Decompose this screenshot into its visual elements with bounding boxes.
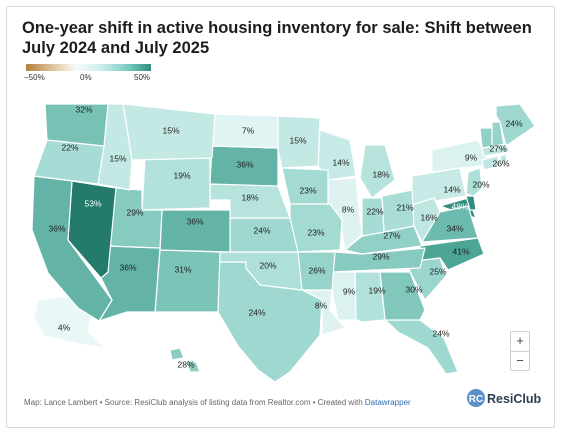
state-label-nv: 53% [84,198,101,208]
state-ri[interactable] [499,153,508,165]
state-de[interactable] [465,195,477,211]
state-label-nc: 41% [452,246,469,256]
legend-mid-label: 0% [80,73,92,82]
state-label-fl: 24% [432,328,449,338]
state-label-mt: 15% [162,125,179,135]
legend-min-label: −50% [24,73,45,82]
state-wy[interactable] [141,157,211,211]
state-label-pa: 14% [443,184,460,194]
state-va[interactable] [421,205,479,243]
state-ny[interactable] [431,139,491,173]
state-label-il: 8% [342,204,355,214]
state-ma[interactable] [481,143,511,157]
state-label-ny: 9% [465,152,478,162]
resiclub-logo-mark: RC [469,394,483,405]
state-label-sc: 25% [429,266,446,276]
state-label-vt: 27% [489,143,506,153]
state-label-hi: 28% [177,359,194,369]
legend-gradient [26,64,151,71]
state-label-nh: 26% [492,158,509,168]
state-shapes [31,103,536,383]
state-nm[interactable] [154,249,221,313]
map-title: One-year shift in active housing invento… [22,19,532,57]
datawrapper-link[interactable]: Datawrapper [364,398,411,407]
state-label-wa: 32% [75,104,92,114]
state-wa[interactable] [44,103,109,147]
state-label-ut: 29% [126,207,143,217]
state-label-tx: 24% [248,307,265,317]
state-label-md: 48% [451,201,468,211]
legend-max-label: 50% [134,73,151,82]
state-label-ga: 30% [405,284,422,294]
state-label-co: 36% [186,216,203,226]
state-label-wi: 14% [332,157,349,167]
footer-text: Map: Lance Lambert • Source: ResiClub an… [24,398,365,407]
state-ia[interactable] [281,167,329,205]
state-label-mi: 18% [372,169,389,179]
state-label-nj: 20% [472,179,489,189]
state-ct[interactable] [481,155,501,171]
state-label-la: 8% [315,300,328,310]
state-hi[interactable] [169,347,201,373]
state-labels: 32% 22% 36% 53% 15% 15% 19% 29% 36% 36% 31% 7% 36% 18… [48,104,522,369]
state-label-or: 22% [61,142,78,152]
state-label-tn: 29% [372,251,389,261]
state-label-ak: 4% [58,322,71,332]
color-legend: −50% 0% 50% [24,62,151,84]
state-label-al: 19% [368,285,385,295]
state-in[interactable] [361,197,385,237]
state-label-nm: 31% [174,264,191,274]
state-fl[interactable] [384,319,459,375]
state-label-id: 15% [109,153,126,163]
state-label-ky: 27% [383,230,400,240]
state-label-oh: 21% [396,202,413,212]
state-ok[interactable] [219,251,303,291]
zoom-in-button[interactable]: + [516,333,524,348]
zoom-controls: + − [510,331,530,371]
resiclub-brand: RC ResiClub [466,387,546,411]
state-label-ca: 36% [48,223,65,233]
state-label-mn: 15% [289,135,306,145]
state-label-ar: 26% [308,265,325,275]
state-label-ms: 9% [343,286,356,296]
state-label-in: 22% [366,206,383,216]
footer-credits: Map: Lance Lambert • Source: ResiClub an… [24,398,411,407]
resiclub-name: ResiClub [487,392,542,406]
state-mi[interactable] [359,144,396,199]
state-label-ks: 24% [253,225,270,235]
state-al[interactable] [354,271,386,323]
state-label-va: 34% [446,223,463,233]
state-label-mo: 23% [307,227,324,237]
state-label-sd: 36% [236,159,253,169]
state-ca[interactable] [31,175,113,322]
state-label-me: 24% [505,118,522,128]
state-nj[interactable] [465,167,483,197]
zoom-out-button[interactable]: − [511,351,529,371]
state-label-wv: 16% [420,212,437,222]
state-label-ne: 18% [241,192,258,202]
state-label-ia: 23% [299,185,316,195]
state-label-az: 36% [119,262,136,272]
state-label-nd: 7% [242,125,255,135]
state-label-wy: 19% [173,170,190,180]
resiclub-logo-icon: RC [467,389,485,407]
state-label-ok: 20% [259,260,276,270]
